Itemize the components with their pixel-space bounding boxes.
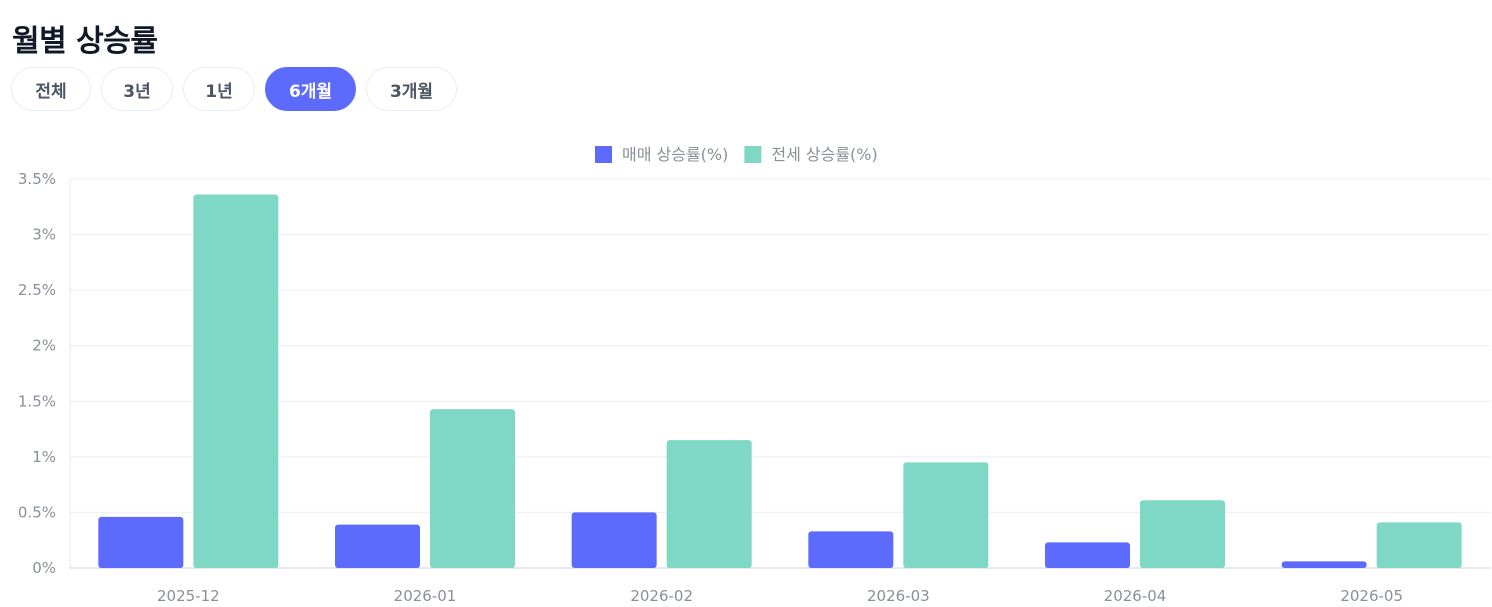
tab-6-months[interactable]: 6개월 — [265, 67, 356, 111]
y-tick-label: 0.5% — [18, 503, 56, 521]
y-tick-label: 1.5% — [18, 392, 56, 410]
y-tick-label: 2.5% — [18, 281, 56, 299]
jeonse-rate-bar — [666, 440, 752, 568]
period-tabs: 전체 3년 1년 6개월 3개월 — [11, 67, 457, 111]
jeonse-rate-bar — [430, 409, 515, 568]
x-tick-label: 2026-03 — [867, 587, 930, 605]
jeonse-rate-bar — [1140, 500, 1225, 568]
jeonse-rate-bar — [193, 194, 279, 568]
x-tick-label: 2026-01 — [394, 587, 457, 605]
y-tick-label: 2% — [32, 337, 56, 355]
x-tick-label: 2026-05 — [1340, 587, 1403, 605]
jeonse-rate-bar — [903, 462, 989, 568]
tab-3-years[interactable]: 3년 — [101, 67, 173, 111]
y-tick-label: 3% — [32, 226, 56, 244]
tab-all[interactable]: 전체 — [11, 67, 91, 111]
sale-rate-bar — [1281, 561, 1367, 568]
sale-rate-bar — [98, 516, 184, 568]
tab-3-months[interactable]: 3개월 — [366, 67, 457, 111]
x-tick-label: 2026-02 — [630, 587, 693, 605]
legend-swatch — [595, 146, 612, 163]
x-tick-label: 2025-12 — [157, 587, 220, 605]
sale-rate-bar — [808, 531, 894, 568]
y-tick-label: 3.5% — [18, 170, 56, 188]
legend-label: 매매 상승률(%) — [622, 145, 728, 164]
jeonse-rate-bar — [1376, 522, 1462, 568]
legend-label: 전세 상승률(%) — [771, 145, 877, 164]
sale-rate-bar — [571, 512, 657, 568]
sale-rate-bar — [1045, 542, 1130, 568]
legend-swatch — [744, 146, 762, 163]
x-tick-label: 2026-04 — [1104, 587, 1167, 605]
page-title: 월별 상승률 — [12, 24, 158, 59]
y-tick-label: 1% — [32, 448, 56, 466]
y-tick-label: 0% — [32, 559, 56, 577]
sale-rate-bar — [335, 524, 420, 568]
tab-1-year[interactable]: 1년 — [183, 67, 255, 111]
